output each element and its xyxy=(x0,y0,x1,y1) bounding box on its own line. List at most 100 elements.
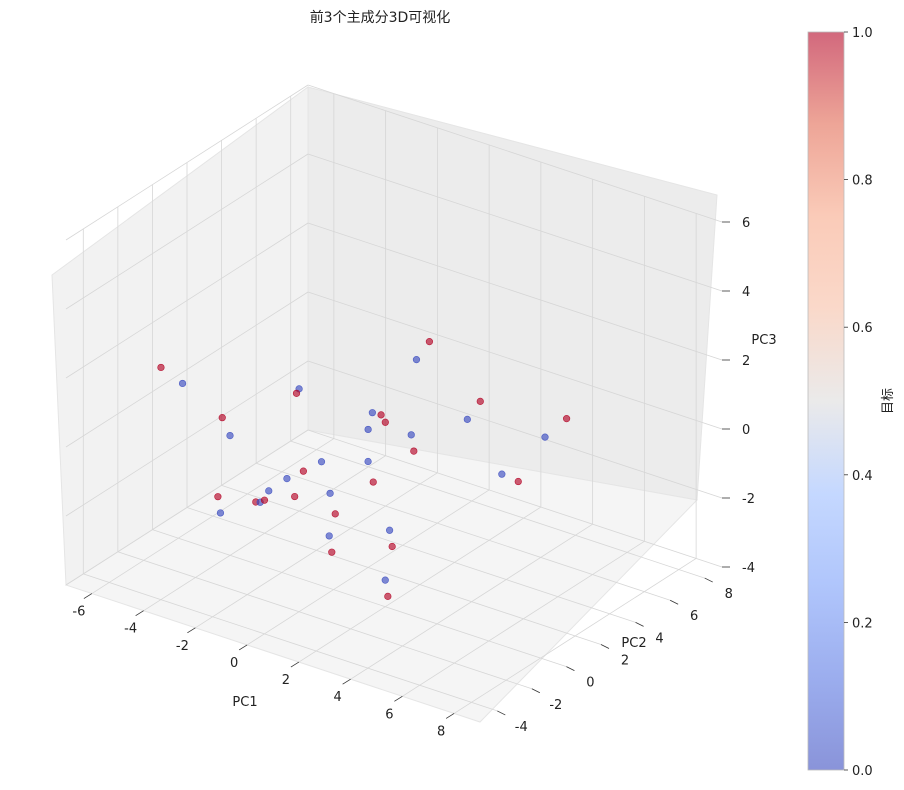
y-tick-label: 0 xyxy=(586,676,594,691)
y-tick-label: 2 xyxy=(621,654,629,669)
data-point xyxy=(388,542,396,551)
y-tick-mark xyxy=(704,577,713,583)
colorbar-tick-label: 0.6 xyxy=(852,321,873,336)
colorbar-tick-label: 0.4 xyxy=(852,469,873,484)
x-tick-mark xyxy=(290,661,300,668)
back-pane-right xyxy=(307,86,718,501)
data-point xyxy=(299,467,307,475)
data-point xyxy=(328,548,336,556)
data-point xyxy=(226,432,234,440)
x-tick-label: 6 xyxy=(385,707,393,722)
data-point xyxy=(498,470,506,478)
data-point xyxy=(214,493,222,501)
grid-line-z xyxy=(65,291,309,448)
x-tick-mark xyxy=(187,627,196,634)
data-point xyxy=(216,509,225,517)
data-point xyxy=(410,447,418,455)
data-points xyxy=(157,338,571,600)
z-tick-label: -2 xyxy=(742,492,755,507)
colorbar xyxy=(807,31,845,771)
x-tick-mark xyxy=(394,695,403,702)
grid-line-y xyxy=(117,551,532,690)
x-tick-label: 4 xyxy=(333,690,341,705)
y-tick-label: 4 xyxy=(655,631,663,646)
data-point xyxy=(381,576,389,584)
grid-line-y xyxy=(221,484,636,623)
x-tick-label: -2 xyxy=(176,639,189,654)
data-point xyxy=(407,431,415,439)
data-point xyxy=(381,418,389,426)
data-point xyxy=(364,425,372,434)
z-tick-label: 2 xyxy=(742,354,750,369)
x-tick-label: -4 xyxy=(124,622,137,637)
chart-title: 前3个主成分3D可视化 xyxy=(310,9,451,26)
data-point xyxy=(260,496,269,504)
grid-line-y xyxy=(256,462,671,601)
data-point xyxy=(317,458,326,466)
grid-line-y xyxy=(186,507,602,645)
data-point xyxy=(562,415,571,423)
colorbar-tick-label: 1.0 xyxy=(852,26,873,41)
x-axis-label: PC1 xyxy=(232,695,257,710)
grid-line-z xyxy=(307,429,723,568)
grid-line-z xyxy=(307,153,723,292)
z-tick-label: 6 xyxy=(742,216,750,231)
data-point xyxy=(331,510,339,518)
x-tick-mark xyxy=(135,610,144,617)
x-tick-mark xyxy=(238,644,248,651)
data-point xyxy=(265,487,273,495)
grid-line-z xyxy=(65,153,309,310)
y-tick-mark xyxy=(531,688,541,694)
data-point xyxy=(369,478,377,486)
grid-line-y xyxy=(152,529,567,668)
data-point xyxy=(384,592,392,600)
grid-line-z xyxy=(307,291,723,430)
grid-line-z xyxy=(307,360,723,499)
data-point xyxy=(377,411,385,419)
data-point xyxy=(291,492,299,501)
data-point xyxy=(425,338,434,346)
data-point xyxy=(325,532,333,540)
data-point xyxy=(364,457,372,466)
colorbar-ticks: 0.0 0.2 0.4 0.6 0.8 1.0 xyxy=(844,26,873,779)
x-tick-label: -6 xyxy=(72,605,85,620)
data-point xyxy=(541,433,549,441)
y-tick-label: -2 xyxy=(549,698,562,713)
z-axis-label: PC3 xyxy=(751,333,776,348)
grid-line-y xyxy=(83,573,498,712)
y-tick-mark xyxy=(600,644,610,649)
data-point xyxy=(283,474,291,483)
y-tick-label: -4 xyxy=(515,720,528,735)
x-tick-label: 8 xyxy=(437,724,445,739)
y-axis-label: PC2 xyxy=(621,636,646,651)
grid-lines xyxy=(65,84,723,714)
colorbar-tick-label: 0.0 xyxy=(852,764,873,779)
y-tick-mark xyxy=(635,621,644,627)
y-tick-label: 8 xyxy=(725,587,733,602)
data-point xyxy=(326,489,334,497)
data-point xyxy=(218,414,226,422)
data-point xyxy=(292,389,301,397)
data-point xyxy=(412,356,421,364)
tick-labels: -6 -4 -2 0 2 4 6 8 -4 -2 0 2 4 6 8 -4 -2 0 2 4 6 xyxy=(72,216,755,739)
data-point xyxy=(463,415,471,423)
colorbar-tick-label: 0.8 xyxy=(852,174,873,189)
x-tick-label: 2 xyxy=(282,673,290,688)
x-tick-label: 0 xyxy=(230,656,238,671)
z-tick-label: 0 xyxy=(742,423,750,438)
data-point xyxy=(178,379,187,388)
grid-line-z xyxy=(65,429,309,586)
data-point xyxy=(476,397,484,405)
y-tick-mark xyxy=(669,599,679,605)
grid-line-z xyxy=(307,222,723,361)
grid-line-z xyxy=(307,84,723,223)
data-point xyxy=(385,526,394,534)
x-tick-mark xyxy=(445,713,455,719)
x-tick-mark xyxy=(83,593,93,599)
x-tick-mark xyxy=(342,678,351,685)
grid-line-y xyxy=(290,440,705,579)
data-point xyxy=(368,409,376,417)
z-tick-label: 4 xyxy=(742,285,750,300)
colorbar-label: 目标 xyxy=(881,388,896,414)
